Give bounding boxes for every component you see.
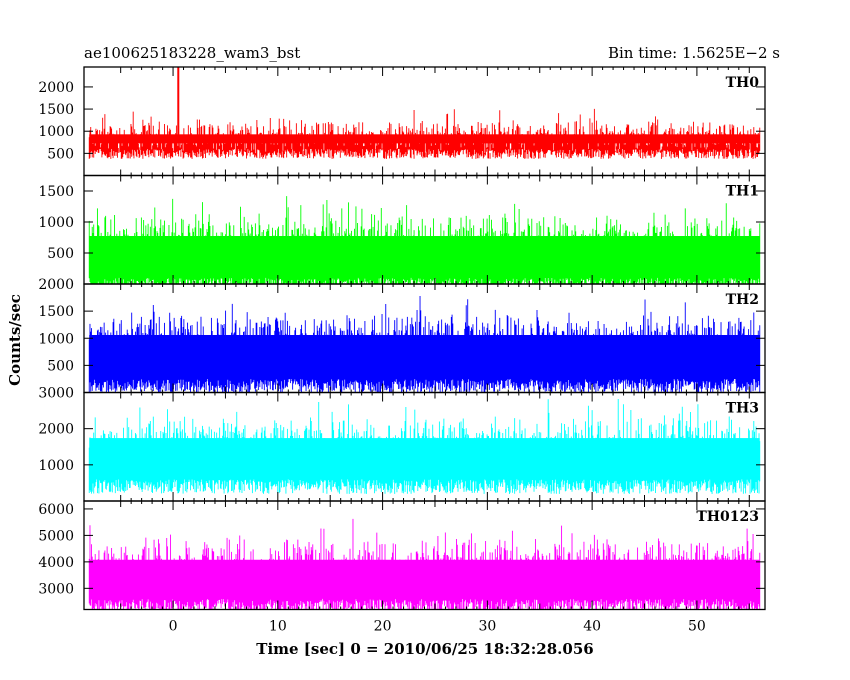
series-line-th1: [88, 196, 761, 284]
panel-th3: 1000 2000 3000 TH3: [38, 386, 766, 502]
y-tick-label: 6000: [38, 502, 74, 518]
series-line-th2: [88, 295, 761, 393]
y-tick-label: 3000: [38, 386, 74, 402]
panel-th0123: 3000 4000 5000 6000 TH0123: [38, 500, 766, 611]
y-tick-label: 2000: [38, 277, 74, 293]
y-tick-label: 1500: [38, 304, 74, 320]
y-tick-label: 3000: [38, 581, 74, 597]
chart-title-right: Bin time: 1.5625E−2 s: [608, 44, 780, 62]
y-tick-label: 500: [47, 246, 74, 262]
x-tick-label: 0: [169, 619, 178, 635]
chart-title-left: ae100625183228_wam3_bst: [84, 44, 300, 62]
y-axis-title: Counts/sec: [6, 294, 24, 386]
y-tick-label: 1500: [38, 184, 74, 200]
y-tick-label: 1000: [38, 215, 74, 231]
x-tick-label: 20: [374, 619, 392, 635]
y-tick-label: 1000: [38, 331, 74, 347]
panel-th0: 500 1000 1500 2000 TH0: [38, 66, 766, 177]
panel-th2: 500 1000 1500 2000 TH2: [38, 277, 766, 394]
y-tick-label: 1500: [38, 102, 74, 118]
series-line-th0: [88, 108, 761, 159]
y-tick-label: 4000: [38, 555, 74, 571]
x-axis-title: Time [sec] 0 = 2010/06/25 18:32:28.056: [256, 640, 593, 658]
panel-label-th3: TH3: [726, 401, 759, 417]
y-tick-label: 5000: [38, 528, 74, 544]
y-tick-label: 1000: [38, 458, 74, 474]
series-line-th3: [88, 399, 761, 494]
panel-label-th0123: TH0123: [696, 509, 759, 525]
x-tick-label: 30: [478, 619, 496, 635]
panel-label-th2: TH2: [726, 292, 759, 308]
panel-frame: [83, 66, 766, 177]
panel-label-th1: TH1: [726, 184, 759, 200]
panel-label-th0: TH0: [726, 75, 760, 91]
y-tick-label: 2000: [38, 422, 74, 438]
series-line-th0123: [88, 518, 761, 610]
panel-th1: 500 1000 1500 TH1: [38, 174, 766, 285]
y-tick-label: 2000: [38, 80, 74, 96]
y-tick-label: 500: [47, 146, 74, 162]
y-tick-label: 1000: [38, 124, 74, 140]
x-tick-label: 50: [688, 619, 706, 635]
x-tick-label: 10: [269, 619, 287, 635]
x-tick-label: 40: [583, 619, 601, 635]
y-tick-label: 500: [47, 358, 74, 374]
